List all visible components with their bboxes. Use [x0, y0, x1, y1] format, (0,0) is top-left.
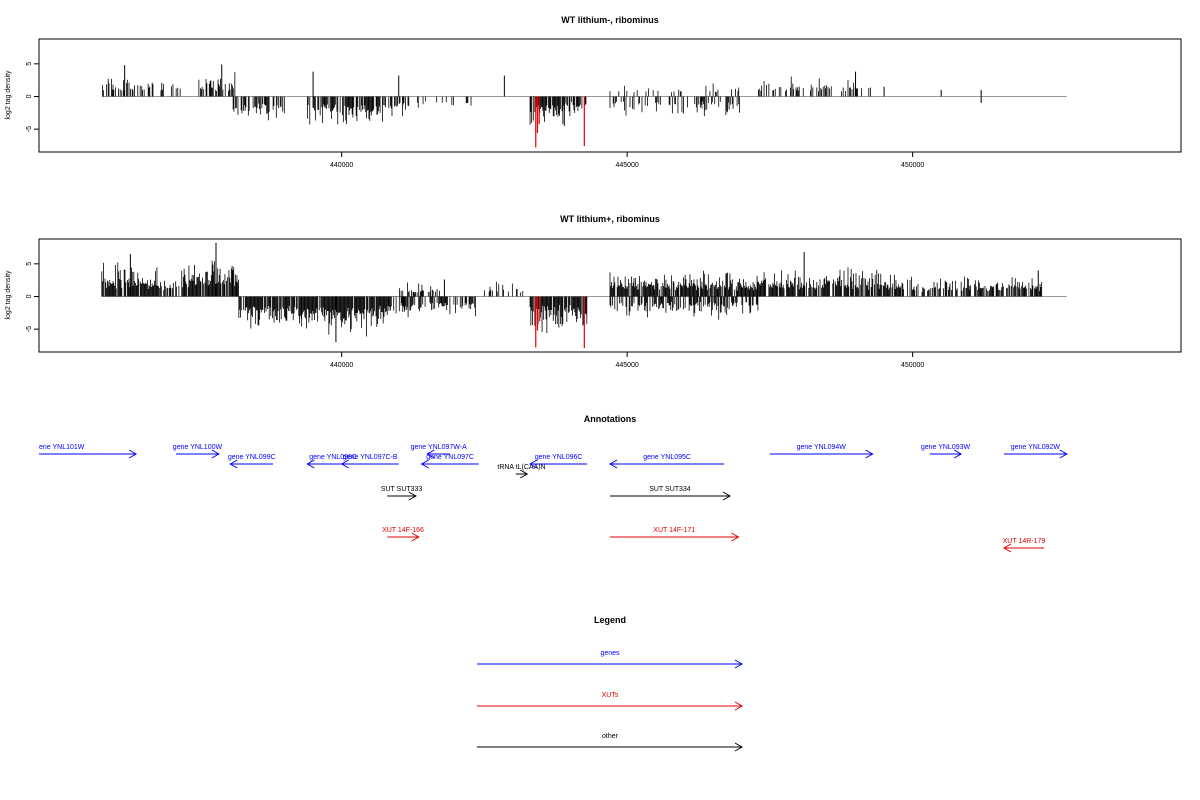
feature-label: SUT SUT334 [649, 486, 691, 493]
arrow-left-icon [306, 459, 315, 469]
annotation-feature: tRNA tL(CAA)N [497, 464, 546, 479]
annotations-title: Annotations [584, 414, 637, 424]
arrow-right-icon [519, 469, 529, 479]
legend-label: XUTs [602, 692, 619, 699]
feature-label: SUT SUT333 [381, 486, 423, 493]
feature-label: XUT 14F-166 [382, 527, 424, 534]
feature-label: gene YNL100W [173, 444, 223, 451]
feature-label: gene YNL092W [1011, 444, 1061, 451]
panel-1-title: WT lithium-, ribominus [561, 15, 659, 25]
panel-2-bars [101, 242, 1067, 349]
arrow-right-icon [408, 491, 417, 501]
annotation-feature: SUT SUT333 [381, 486, 423, 501]
panel-2-ylabel: log2 tag density [5, 270, 12, 320]
legend-label: other [602, 733, 619, 740]
annotation-feature: XUT 14R-179 [1002, 538, 1046, 553]
y-tick-label: -5 [26, 326, 33, 332]
arrow-right-icon [722, 491, 731, 501]
arrow-left-icon [529, 459, 538, 469]
arrow-right-icon [731, 532, 740, 542]
y-tick-label: -5 [26, 126, 33, 132]
feature-label: gene YNL093W [921, 444, 971, 451]
arrow-right-icon [865, 449, 874, 459]
annotation-feature: gene YNL093W [921, 444, 971, 459]
feature-label: gene YNL095C [643, 454, 691, 461]
panel-1-frame [38, 38, 1182, 153]
annotation-feature: XUT 14F-166 [382, 527, 424, 542]
annotation-feature: gene YNL100W [173, 444, 223, 459]
feature-label: gene YNL097C-B [343, 454, 398, 461]
feature-label: gene YNL097W-A [411, 444, 467, 451]
feature-label: gene YNL094W [797, 444, 847, 451]
annotation-feature: gene YNL095C [608, 454, 725, 469]
arrow-right-icon [211, 449, 220, 459]
feature-label: XUT 14R-179 [1003, 538, 1046, 545]
arrow-left-icon [426, 449, 435, 459]
x-tick-label: 440000 [330, 162, 353, 169]
arrow-right-icon [734, 742, 744, 752]
arrow-right-icon [411, 532, 420, 542]
y-tick-label: 0 [26, 94, 33, 98]
x-tick-label: 445000 [615, 162, 638, 169]
feature-label: XUT 14F-171 [653, 527, 695, 534]
arrow-left-icon [340, 459, 349, 469]
arrow-right-icon [953, 449, 963, 459]
legend-item: other [477, 733, 744, 752]
x-tick-label: 445000 [615, 362, 638, 369]
x-tick-label: 450000 [901, 162, 924, 169]
panel-1-axes: log2 tag density 5 0 -5 440000 445000 450000 [5, 62, 924, 169]
feature-label: gene YNL096C [535, 454, 583, 461]
annotation-feature: XUT 14F-171 [610, 527, 740, 542]
arrow-left-icon [1002, 543, 1012, 553]
legend-items: genes XUTs other [477, 650, 744, 752]
panel-2-axes: log2 tag density 5 0 -5 440000 445000 450000 [5, 262, 924, 369]
legend: Legend genes XUTs other [477, 615, 744, 752]
arrow-right-icon [1059, 449, 1068, 459]
annotation-feature: gene YNL094W [769, 444, 874, 459]
annotation-feature: gene YNL096C [529, 454, 588, 469]
feature-label: gene YNL099C [228, 454, 276, 461]
x-tick-label: 450000 [901, 362, 924, 369]
annotation-feature: gene YNL099C [228, 454, 276, 469]
arrow-right-icon [734, 701, 744, 711]
feature-label: tRNA tL(CAA)N [497, 464, 545, 471]
arrow-left-icon [229, 459, 238, 469]
y-tick-label: 5 [26, 62, 33, 66]
panel-1-ylabel: log2 tag density [5, 70, 12, 120]
annotation-feature: SUT SUT334 [610, 486, 731, 501]
feature-label: gene YNL097C [426, 454, 474, 461]
feature-label: ene YNL101W [39, 444, 85, 451]
annotation-feature: gene YNL092W [1003, 444, 1068, 459]
annotation-feature: gene YNL097C-B [340, 454, 399, 469]
panel-2: WT lithium+, ribominus log2 tag density … [5, 214, 1182, 369]
y-tick-label: 5 [26, 262, 33, 266]
feature-label: gene YNL098C [309, 454, 357, 461]
legend-title: Legend [594, 615, 626, 625]
annotation-feature: gene YNL097C [420, 454, 479, 469]
arrow-right-icon [734, 659, 744, 669]
annotation-items: ene YNL101W gene YNL100W gene YNL099C gene … [39, 444, 1068, 553]
panel-2-title: WT lithium+, ribominus [560, 214, 660, 224]
arrow-right-icon [128, 449, 138, 459]
arrow-left-icon [608, 459, 618, 469]
x-tick-label: 440000 [330, 362, 353, 369]
annotations-track: Annotations ene YNL101W gene YNL100W gene … [39, 414, 1068, 553]
legend-item: XUTs [477, 692, 744, 711]
annotation-feature: gene YNL097W-A [411, 444, 467, 459]
annotation-feature: ene YNL101W [39, 444, 138, 459]
panel-2-frame [38, 238, 1182, 353]
legend-item: genes [477, 650, 744, 669]
y-tick-label: 0 [26, 294, 33, 298]
panel-1: WT lithium-, ribominus log2 tag density … [5, 15, 1182, 169]
arrow-left-icon [420, 459, 429, 469]
legend-label: genes [600, 650, 620, 657]
panel-1-bars [101, 64, 1067, 148]
